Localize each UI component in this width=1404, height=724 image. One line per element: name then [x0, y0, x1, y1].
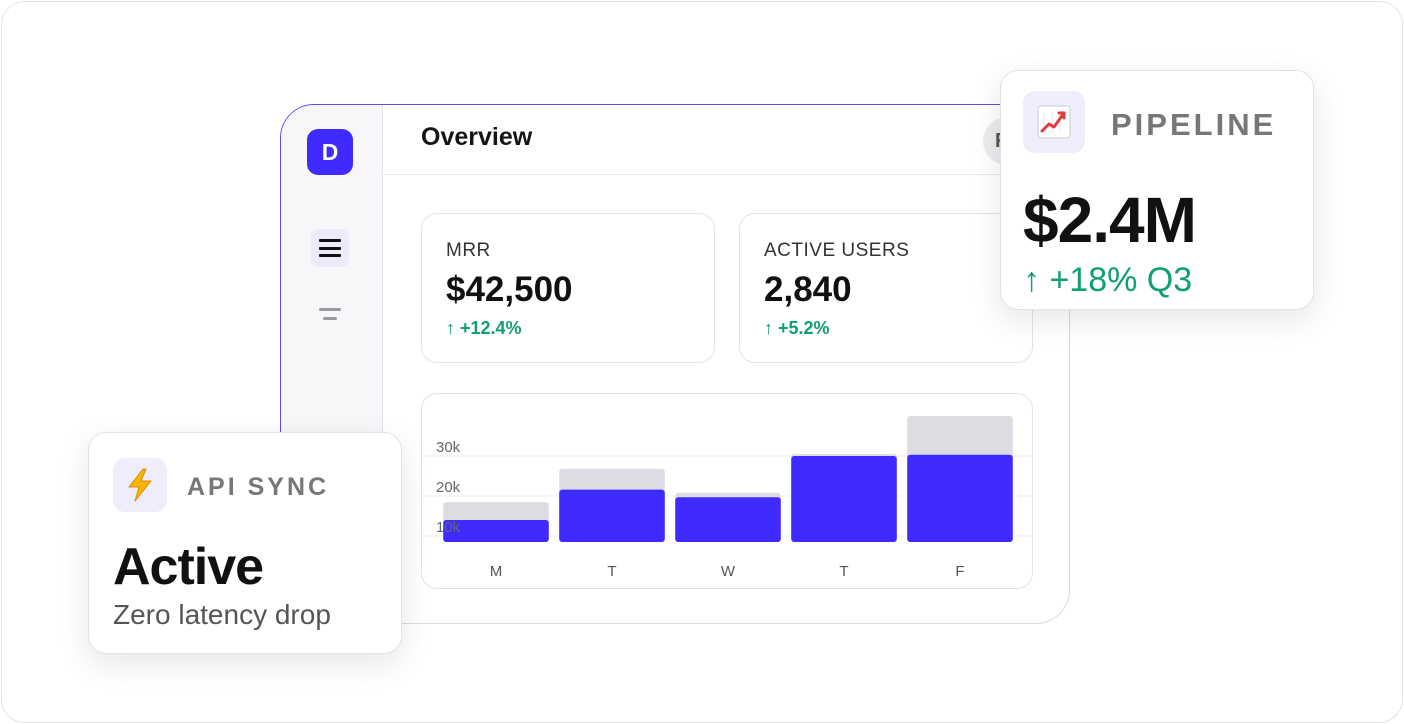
bar[interactable] — [791, 456, 897, 542]
api-status: Active — [113, 538, 264, 596]
stat-value: $42,500 — [446, 270, 573, 309]
bar[interactable] — [559, 489, 665, 542]
hamburger-icon — [319, 239, 341, 257]
icon-tile — [1023, 91, 1085, 153]
x-tick-label: W — [721, 563, 736, 580]
card-kicker: API SYNC — [187, 473, 330, 501]
lightning-icon — [128, 468, 152, 502]
stat-label: ACTIVE USERS — [764, 240, 910, 261]
stat-delta: ↑ +5.2% — [764, 318, 830, 338]
page-title: Overview — [421, 123, 533, 151]
api-sync-card[interactable]: API SYNC Active Zero latency drop — [88, 432, 402, 654]
sidebar-item-filter[interactable] — [311, 295, 349, 333]
pipeline-delta: ↑ +18% Q3 — [1023, 261, 1193, 299]
stat-delta: ↑ +12.4% — [446, 318, 522, 338]
y-tick-label: 20k — [436, 479, 461, 496]
x-tick-label: T — [839, 563, 848, 580]
bar[interactable] — [907, 454, 1013, 542]
x-tick-label: M — [490, 563, 503, 580]
bar[interactable] — [675, 497, 781, 542]
x-tick-label: T — [607, 563, 616, 580]
stat-label: MRR — [446, 240, 491, 261]
chart-up-icon — [1037, 105, 1071, 139]
filter-lines-icon — [319, 308, 341, 320]
api-subtitle: Zero latency drop — [113, 599, 331, 630]
y-tick-label: 30k — [436, 439, 461, 456]
stat-card-mrr[interactable]: MRR $42,500 ↑ +12.4% — [421, 213, 715, 363]
sidebar-item-menu[interactable] — [311, 229, 349, 267]
x-tick-label: F — [955, 563, 964, 580]
stat-value: 2,840 — [764, 270, 852, 309]
topbar: Overview F — [383, 105, 1069, 175]
card-kicker: PIPELINE — [1111, 107, 1277, 142]
bar[interactable] — [443, 520, 549, 542]
pipeline-card[interactable]: PIPELINE $2.4M ↑ +18% Q3 — [1000, 70, 1314, 310]
pipeline-value: $2.4M — [1023, 184, 1197, 256]
stat-card-active-users[interactable]: ACTIVE USERS 2,840 ↑ +5.2% — [739, 213, 1033, 363]
bar-chart: 10k 20k 30k M T W T F — [422, 416, 1032, 580]
bar-chart-card: 10k 20k 30k M T W T F — [421, 393, 1033, 589]
app-logo[interactable]: D — [307, 129, 353, 175]
icon-tile — [113, 458, 167, 512]
y-tick-label: 10k — [436, 519, 461, 536]
